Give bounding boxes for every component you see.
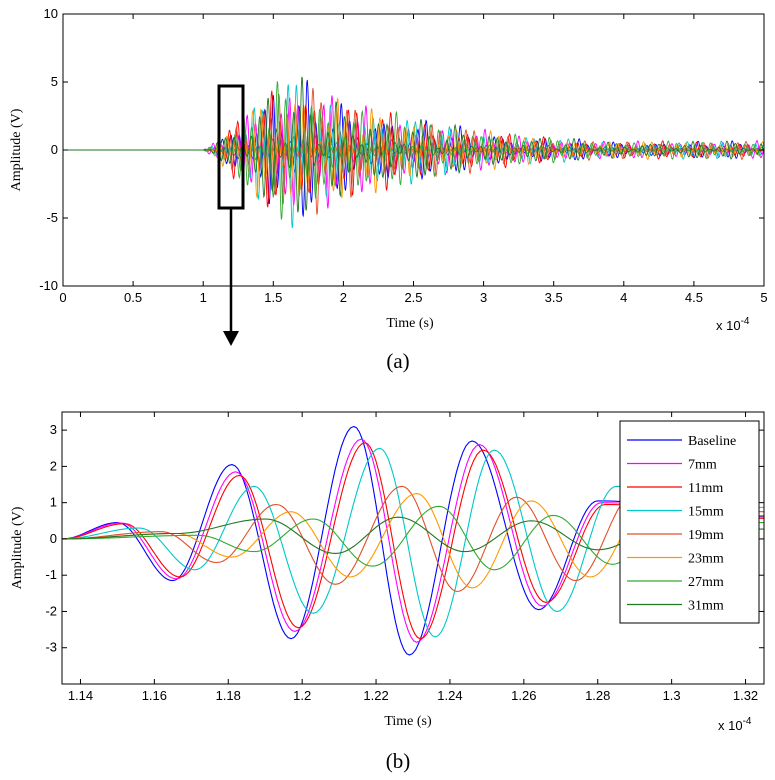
legend-box <box>619 420 760 624</box>
panel-a-xtick-label: 3 <box>480 290 487 305</box>
panel-a-xtick-label: 4.5 <box>685 290 703 305</box>
legend-label: 15mm <box>688 505 724 520</box>
legend-label: 7mm <box>688 458 717 473</box>
legend-label: 27mm <box>688 575 724 590</box>
panel-b-ticks: 1.14 1.16 1.18 1.2 1.22 1.24 1.26 1.28 1.3 1.32 3 2… <box>45 412 764 703</box>
series-line-23mm <box>62 493 764 589</box>
panel-a-ytick-label: -5 <box>46 210 58 225</box>
panel-a-xtick-label: 3.5 <box>545 290 563 305</box>
legend-label: Baseline <box>688 434 736 449</box>
panel-a-xtick-label: 1.5 <box>264 290 282 305</box>
panel-a-xtick-label: 2.5 <box>404 290 422 305</box>
panel-a-xtick-label: 1 <box>200 290 207 305</box>
panel-a-xtick-label: 5 <box>760 290 767 305</box>
panel-a-trace-line <box>63 84 765 229</box>
panel-b-xtick-label: 1.24 <box>437 688 462 703</box>
panel-a-xlabel: Time (s) <box>386 316 434 331</box>
panel-a-ytick-label: -10 <box>39 278 58 293</box>
panel-a-label: (a) <box>386 349 409 373</box>
panel-a-chart: 0 0.5 1 1.5 2 2.5 3 3.5 4 4.5 5 10 5 0 -5 -10 Amplitude… <box>9 6 768 373</box>
panel-a-ytick-label: 0 <box>51 142 58 157</box>
legend-label: 31mm <box>688 599 724 614</box>
panel-b-label: (b) <box>386 749 411 773</box>
panel-a-ylabel: Amplitude (V) <box>9 108 24 191</box>
panel-b-ylabel: Amplitude (V) <box>10 506 25 589</box>
panel-a-ytick-label: 5 <box>51 74 58 89</box>
panel-b-xtick-label: 1.18 <box>216 688 241 703</box>
panel-a-trace-line <box>63 76 765 213</box>
legend-label: 23mm <box>688 552 724 567</box>
panel-b-xtick-label: 1.3 <box>663 688 681 703</box>
series-line-19mm <box>62 485 764 593</box>
panel-b-xtick-label: 1.28 <box>585 688 610 703</box>
panel-b-xlabel: Time (s) <box>384 714 432 729</box>
panel-b-multiplier: x 10-4 <box>718 716 752 733</box>
panel-b-ytick-label: 3 <box>50 422 57 437</box>
panel-b-xtick-label: 1.32 <box>733 688 758 703</box>
panel-b-ytick-label: -1 <box>45 567 57 582</box>
panel-b-ytick-label: -2 <box>45 603 57 618</box>
zoom-arrow-head <box>223 331 239 346</box>
panel-b-ytick-label: 2 <box>50 458 57 473</box>
panel-b-ytick-label: 0 <box>50 531 57 546</box>
panel-b-xtick-label: 1.26 <box>511 688 536 703</box>
panel-b-ytick-label: -3 <box>45 640 57 655</box>
panel-b-chart: 1.14 1.16 1.18 1.2 1.22 1.24 1.26 1.28 1.3 1.32 3 2… <box>10 411 765 773</box>
panel-b-legend: Baseline 7mm 11mm 15mm 19mm 23mm 27mm 31mm <box>619 420 760 624</box>
panel-b-xtick-label: 1.22 <box>363 688 388 703</box>
series-line-11mm <box>62 442 764 640</box>
panel-b-xtick-label: 1.14 <box>68 688 93 703</box>
panel-b-ytick-label: 1 <box>50 495 57 510</box>
panel-a-xtick-label: 0.5 <box>124 290 142 305</box>
panel-a-ytick-label: 10 <box>44 6 58 21</box>
legend-label: 19mm <box>688 528 724 543</box>
panel-a-traces <box>63 76 765 229</box>
panel-a-xtick-label: 2 <box>340 290 347 305</box>
legend-label: 11mm <box>688 481 723 496</box>
panel-a-multiplier: x 10-4 <box>716 316 750 333</box>
panel-b-xtick-label: 1.2 <box>293 688 311 703</box>
panel-a-xtick-label: 4 <box>620 290 627 305</box>
panel-a-xtick-label: 0 <box>59 290 66 305</box>
panel-b-axes-box <box>61 411 765 685</box>
series-line-7mm <box>62 438 764 643</box>
panel-b-xtick-label: 1.16 <box>142 688 167 703</box>
series-line-baseline <box>62 425 764 656</box>
panel-a-ticks: 0 0.5 1 1.5 2 2.5 3 3.5 4 4.5 5 10 5 0 -5 -10 <box>39 6 767 305</box>
